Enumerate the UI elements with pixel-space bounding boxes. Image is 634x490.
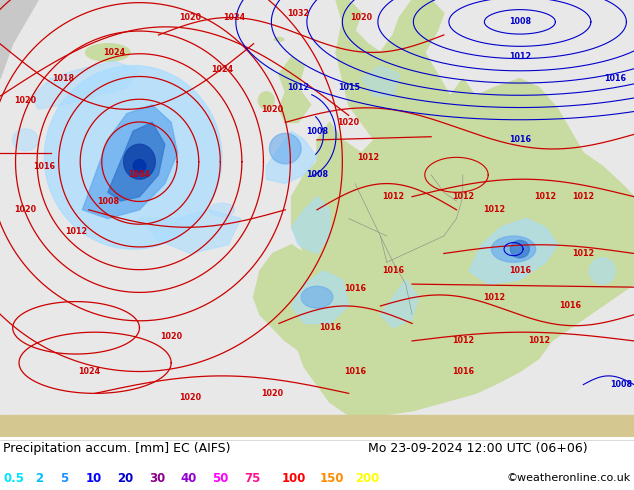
Text: 2: 2 xyxy=(35,472,43,485)
Text: 20: 20 xyxy=(117,472,134,485)
Text: 1012: 1012 xyxy=(573,249,594,258)
Polygon shape xyxy=(361,66,399,96)
Ellipse shape xyxy=(133,160,146,172)
Text: 1012: 1012 xyxy=(484,205,505,214)
Text: 1008: 1008 xyxy=(509,17,531,26)
Text: 1024: 1024 xyxy=(224,13,245,22)
Polygon shape xyxy=(292,196,330,253)
Text: 1024: 1024 xyxy=(78,367,100,376)
Text: 1012: 1012 xyxy=(534,192,556,201)
Text: 1020: 1020 xyxy=(338,118,359,127)
Text: 1012: 1012 xyxy=(357,153,378,162)
Text: 1008: 1008 xyxy=(97,196,119,206)
Ellipse shape xyxy=(44,66,222,249)
Text: 1016: 1016 xyxy=(452,367,474,376)
Ellipse shape xyxy=(258,92,274,109)
Text: 1024: 1024 xyxy=(103,48,125,57)
Text: 1020: 1020 xyxy=(160,332,182,341)
Polygon shape xyxy=(254,245,317,350)
Text: 1032: 1032 xyxy=(287,9,309,18)
Text: 1012: 1012 xyxy=(287,83,309,92)
Text: 10: 10 xyxy=(86,472,102,485)
Polygon shape xyxy=(32,61,139,109)
Text: 1008: 1008 xyxy=(306,126,328,136)
Text: 1016: 1016 xyxy=(382,267,404,275)
Polygon shape xyxy=(292,79,634,415)
Ellipse shape xyxy=(301,286,333,308)
Text: 1020: 1020 xyxy=(15,96,36,105)
Text: 1012: 1012 xyxy=(452,192,474,201)
Text: 1012: 1012 xyxy=(65,227,87,236)
Ellipse shape xyxy=(86,44,130,61)
Polygon shape xyxy=(82,105,178,219)
Text: 1016: 1016 xyxy=(604,74,626,83)
Polygon shape xyxy=(0,0,38,79)
Text: 1004: 1004 xyxy=(129,171,150,179)
Text: Mo 23-09-2024 12:00 UTC (06+06): Mo 23-09-2024 12:00 UTC (06+06) xyxy=(368,442,587,455)
Text: 1012: 1012 xyxy=(484,293,505,302)
Polygon shape xyxy=(279,57,311,123)
Ellipse shape xyxy=(274,38,283,41)
Text: 1016: 1016 xyxy=(319,323,340,332)
Polygon shape xyxy=(336,0,444,140)
Text: 1016: 1016 xyxy=(344,367,366,376)
Polygon shape xyxy=(292,271,349,323)
Text: Precipitation accum. [mm] EC (AIFS): Precipitation accum. [mm] EC (AIFS) xyxy=(3,442,231,455)
Polygon shape xyxy=(406,52,476,140)
Text: 40: 40 xyxy=(181,472,197,485)
Polygon shape xyxy=(266,131,317,184)
Text: 100: 100 xyxy=(282,472,306,485)
Text: 0.5: 0.5 xyxy=(3,472,24,485)
Text: 1020: 1020 xyxy=(262,105,283,114)
Ellipse shape xyxy=(269,133,301,164)
Ellipse shape xyxy=(510,241,529,258)
Ellipse shape xyxy=(491,236,536,262)
Text: 1018: 1018 xyxy=(53,74,74,83)
Ellipse shape xyxy=(124,144,155,179)
Text: 1020: 1020 xyxy=(179,393,201,402)
Text: 1024: 1024 xyxy=(211,66,233,74)
Text: 1016: 1016 xyxy=(34,162,55,171)
Polygon shape xyxy=(380,280,418,328)
Polygon shape xyxy=(0,415,634,437)
Text: 1020: 1020 xyxy=(15,205,36,214)
Text: 1020: 1020 xyxy=(179,13,201,22)
Polygon shape xyxy=(139,210,241,253)
Text: 1012: 1012 xyxy=(382,192,404,201)
Text: 75: 75 xyxy=(244,472,261,485)
Text: 150: 150 xyxy=(320,472,345,485)
Text: ©weatheronline.co.uk: ©weatheronline.co.uk xyxy=(507,473,631,483)
Text: 1012: 1012 xyxy=(528,337,550,345)
Text: 1008: 1008 xyxy=(611,380,632,389)
Polygon shape xyxy=(469,219,558,284)
Text: 1016: 1016 xyxy=(560,301,581,311)
Text: 1020: 1020 xyxy=(351,13,372,22)
Text: 1020: 1020 xyxy=(262,389,283,398)
Text: 30: 30 xyxy=(149,472,165,485)
Text: 50: 50 xyxy=(212,472,229,485)
Text: 5: 5 xyxy=(60,472,68,485)
Text: 1016: 1016 xyxy=(509,267,531,275)
Text: 200: 200 xyxy=(355,472,379,485)
Ellipse shape xyxy=(13,129,38,151)
Text: 1016: 1016 xyxy=(344,284,366,293)
Text: 1008: 1008 xyxy=(306,171,328,179)
Ellipse shape xyxy=(590,258,615,284)
Text: 1015: 1015 xyxy=(338,83,359,92)
Polygon shape xyxy=(108,122,165,201)
Ellipse shape xyxy=(209,203,235,217)
Text: 1012: 1012 xyxy=(573,192,594,201)
Text: 1016: 1016 xyxy=(509,135,531,145)
Text: 1012: 1012 xyxy=(452,337,474,345)
Text: 1012: 1012 xyxy=(509,52,531,61)
